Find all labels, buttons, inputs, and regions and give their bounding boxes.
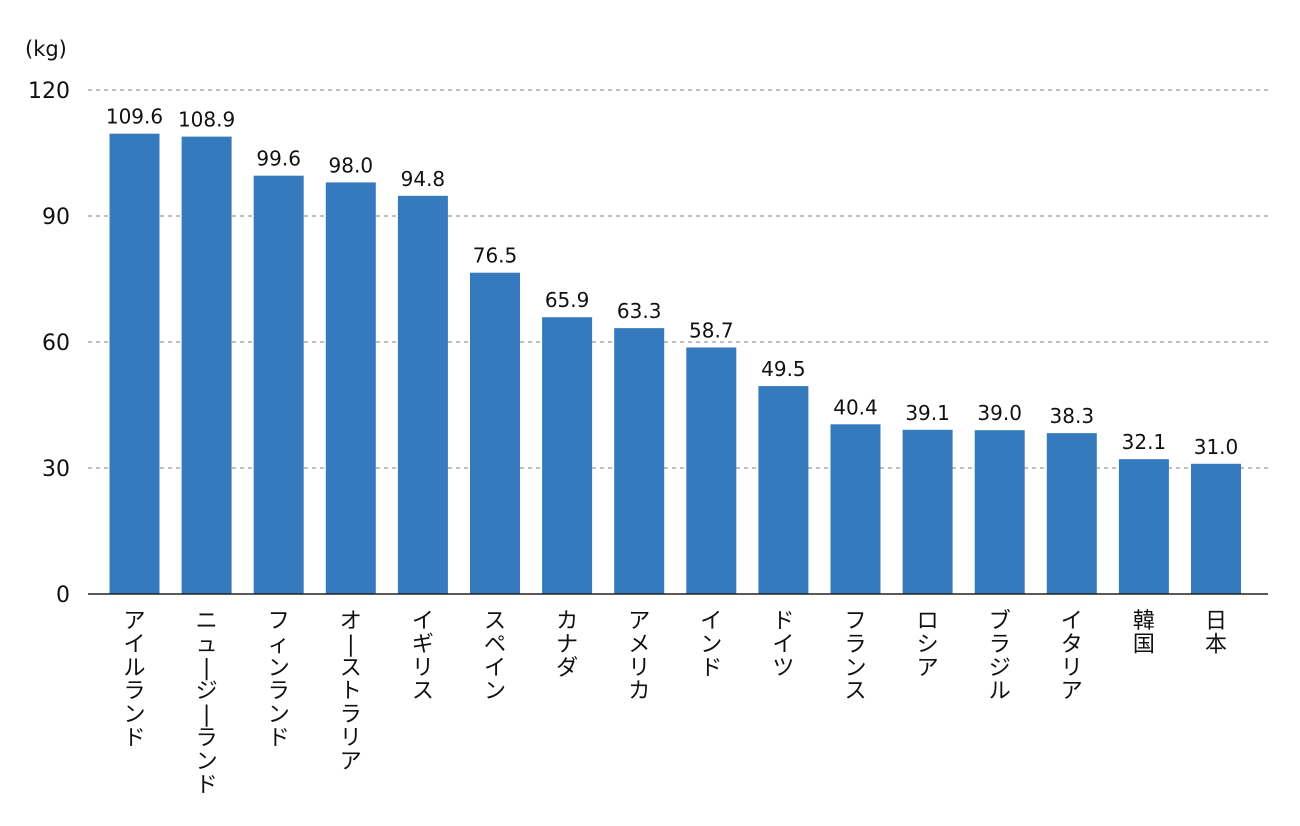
bar: [614, 328, 665, 594]
category-label: フランス: [844, 609, 866, 704]
category-label: イタリア: [1061, 609, 1083, 704]
bar: [253, 175, 304, 594]
value-label: 108.9: [178, 108, 235, 132]
category-label: カナダ: [556, 609, 578, 681]
y-tick-label: 120: [28, 79, 70, 104]
category-label: 日本: [1205, 609, 1227, 657]
bar: [686, 347, 737, 594]
category-label: オ|ストラリア: [340, 609, 362, 774]
y-tick-label: 0: [56, 583, 70, 608]
value-label: 58.7: [689, 318, 734, 342]
bar: [470, 272, 520, 594]
value-label: 76.5: [473, 244, 518, 268]
value-label: 99.6: [256, 147, 301, 171]
value-label: 31.0: [1194, 435, 1239, 459]
category-label: 韓国: [1133, 609, 1155, 657]
y-tick-label: 30: [42, 457, 70, 482]
bar: [974, 430, 1025, 594]
category-label: スペイン: [484, 609, 506, 704]
value-label: 32.1: [1122, 430, 1167, 454]
category-label: アメリカ: [628, 609, 650, 704]
value-label: 65.9: [545, 288, 590, 312]
bar: [902, 429, 953, 594]
category-label: アイルランド: [123, 609, 145, 751]
bars: [109, 133, 1241, 594]
value-label: 109.6: [106, 105, 163, 129]
value-label: 40.4: [833, 395, 878, 419]
y-tick-label: 60: [42, 331, 70, 356]
bar: [1191, 463, 1241, 594]
bar: [1118, 459, 1169, 594]
category-label: ニュ|ジ|ランド: [196, 609, 218, 798]
bar: [830, 424, 881, 594]
value-label: 63.3: [617, 299, 662, 323]
category-label: フィンランド: [268, 609, 290, 751]
value-label: 49.5: [761, 357, 806, 381]
bar: [325, 182, 376, 594]
y-axis-ticks: 0 30 60 90 120: [28, 79, 70, 608]
bar: [109, 133, 160, 594]
value-label: 94.8: [401, 167, 446, 191]
bar: [1046, 433, 1097, 594]
value-label: 98.0: [329, 153, 374, 177]
category-label: ドイツ: [772, 609, 794, 681]
y-tick-label: 90: [42, 205, 70, 230]
category-label: イギリス: [412, 609, 434, 704]
category-label: ロシア: [917, 609, 939, 681]
y-axis-unit-label: (kg): [25, 37, 67, 61]
bar: [758, 386, 809, 594]
value-label: 39.0: [977, 401, 1022, 425]
value-label: 39.1: [905, 401, 950, 425]
bar: [181, 136, 232, 594]
value-label: 38.3: [1050, 404, 1095, 428]
bar: [397, 195, 448, 594]
value-labels: 109.6 108.9 99.6 98.0 94.8 76.5 65.9 63.3 58.7 49…: [106, 105, 1238, 459]
category-label: インド: [700, 609, 722, 681]
bar: [542, 317, 593, 594]
category-labels: アイルランド ニュ|ジ|ランド フィンランド オ|ストラリア イギリス スペイン カナダ アメ…: [123, 609, 1227, 798]
category-label: ブラジル: [989, 609, 1011, 704]
